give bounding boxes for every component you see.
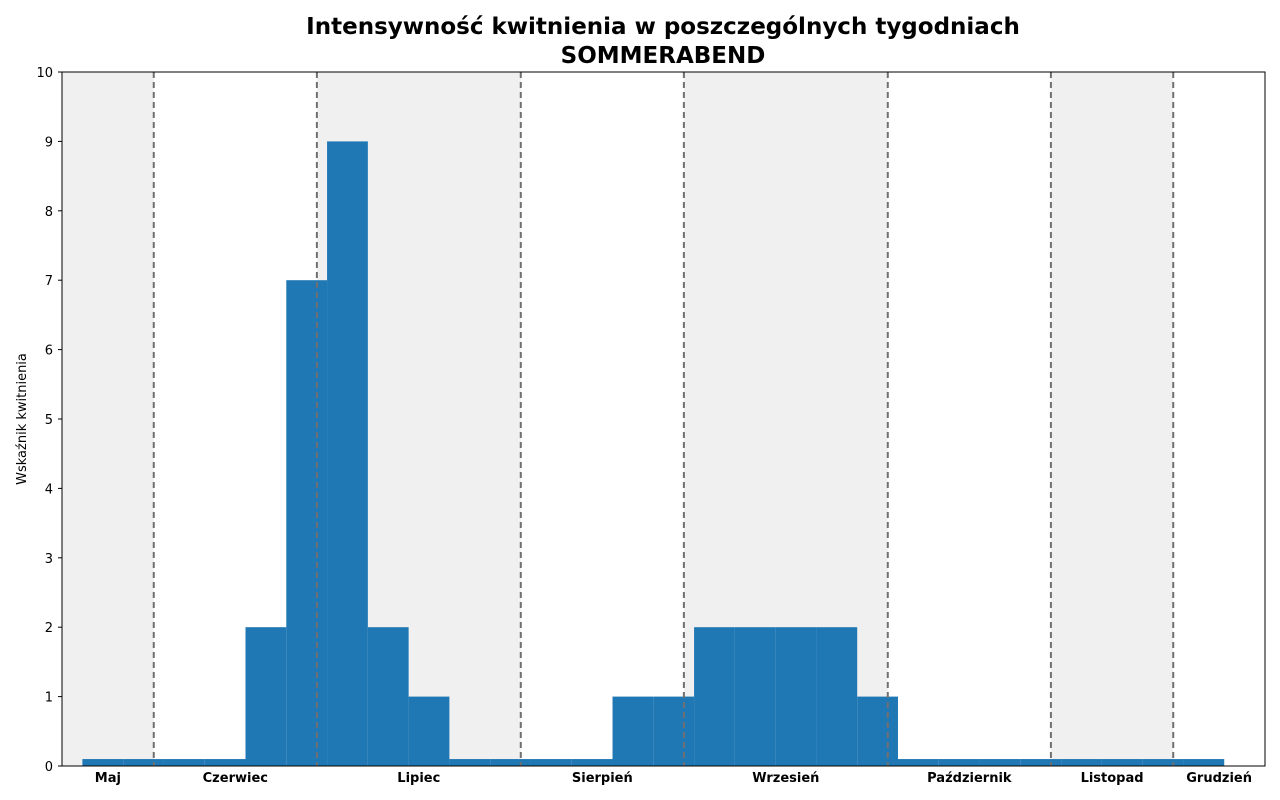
month-label: Wrzesień — [752, 771, 819, 786]
month-shade-band — [62, 72, 154, 766]
bar — [530, 759, 572, 766]
bar — [82, 759, 124, 766]
month-label: Październik — [927, 771, 1012, 786]
bar — [204, 759, 246, 766]
chart-subtitle: SOMMERABEND — [561, 43, 766, 69]
bar — [408, 696, 450, 766]
bar — [1020, 759, 1062, 766]
bar — [653, 696, 695, 766]
chart-title: Intensywność kwitnienia w poszczególnych… — [306, 14, 1020, 40]
bar — [1142, 759, 1184, 766]
month-shading — [62, 72, 1174, 766]
y-tick-label: 10 — [36, 66, 53, 81]
month-labels: Maj Czerwiec Lipiec Sierpień Wrzesień Paździe… — [95, 771, 1252, 786]
month-label: Listopad — [1081, 771, 1144, 786]
bar — [490, 759, 531, 766]
bar — [1101, 759, 1143, 766]
bar — [1061, 759, 1102, 766]
plot-frame — [61, 71, 1266, 767]
bar — [1183, 759, 1225, 766]
bar — [734, 627, 776, 766]
y-tick-label: 6 — [45, 344, 53, 359]
bar — [286, 280, 328, 766]
bar — [163, 759, 205, 766]
month-shade-band — [1050, 72, 1174, 766]
month-label: Lipiec — [397, 771, 440, 786]
bar — [775, 627, 817, 766]
bar — [979, 759, 1021, 766]
y-axis-ticks: 0 1 2 3 4 5 6 7 8 9 10 — [36, 66, 62, 775]
y-tick-label: 2 — [45, 621, 53, 636]
bars — [82, 141, 1225, 766]
bar — [367, 627, 409, 766]
y-tick-label: 5 — [45, 413, 53, 428]
y-tick-label: 8 — [45, 205, 53, 220]
month-dividers — [152, 72, 1175, 766]
month-label: Maj — [95, 771, 121, 786]
bar — [327, 141, 368, 766]
month-label: Sierpień — [572, 771, 633, 786]
bar — [571, 759, 613, 766]
bar — [123, 759, 164, 766]
y-tick-label: 1 — [45, 691, 53, 706]
y-tick-label: 9 — [45, 135, 53, 150]
y-tick-label: 7 — [45, 274, 53, 289]
bar — [938, 759, 980, 766]
month-label: Grudzień — [1186, 771, 1252, 786]
y-tick-label: 3 — [45, 552, 53, 567]
bar — [816, 627, 858, 766]
bar — [694, 627, 735, 766]
bar — [612, 696, 654, 766]
bar — [857, 696, 898, 766]
bar — [897, 759, 939, 766]
bar — [449, 759, 491, 766]
month-label: Czerwiec — [203, 771, 268, 786]
y-tick-label: 0 — [45, 760, 53, 775]
y-tick-label: 4 — [45, 482, 53, 497]
bar — [245, 627, 287, 766]
y-axis-label: Wskaźnik kwitnienia — [15, 353, 30, 485]
